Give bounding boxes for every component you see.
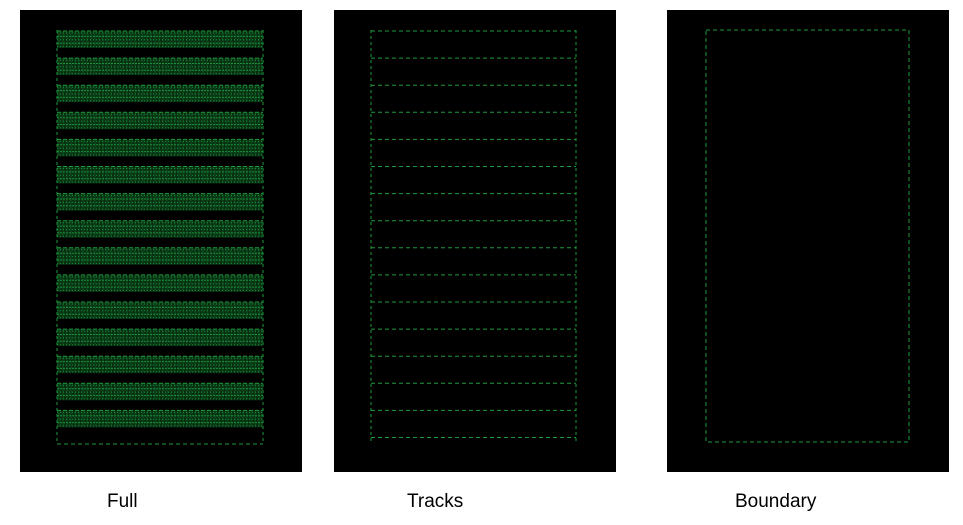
caption-tracks: Tracks [407,491,464,512]
full-rows [56,30,264,445]
boundary-layout-view [667,10,949,472]
boundary-layout-drawing [705,29,910,443]
boundary-outline [705,29,910,443]
caption-full: Full [107,491,138,512]
full-layout-drawing [56,30,264,445]
cell-row [57,409,263,428]
cell-row [57,247,263,265]
cell-row [57,274,263,292]
track-lines [370,30,577,442]
cell-row [57,301,263,319]
cell-row [57,84,263,103]
tracks-layout-view [334,10,616,472]
cell-row [57,138,263,157]
cell-row [57,57,263,76]
cell-row [57,220,263,238]
cell-row [57,355,263,374]
cell-row [57,193,263,211]
cell-row [57,166,263,184]
cell-row [57,111,263,130]
cell-row [57,328,263,347]
cell-row [57,30,263,48]
tracks-layout-drawing [370,30,577,442]
cell-row [57,382,263,401]
caption-boundary: Boundary [735,491,817,512]
full-layout-view [20,10,302,472]
